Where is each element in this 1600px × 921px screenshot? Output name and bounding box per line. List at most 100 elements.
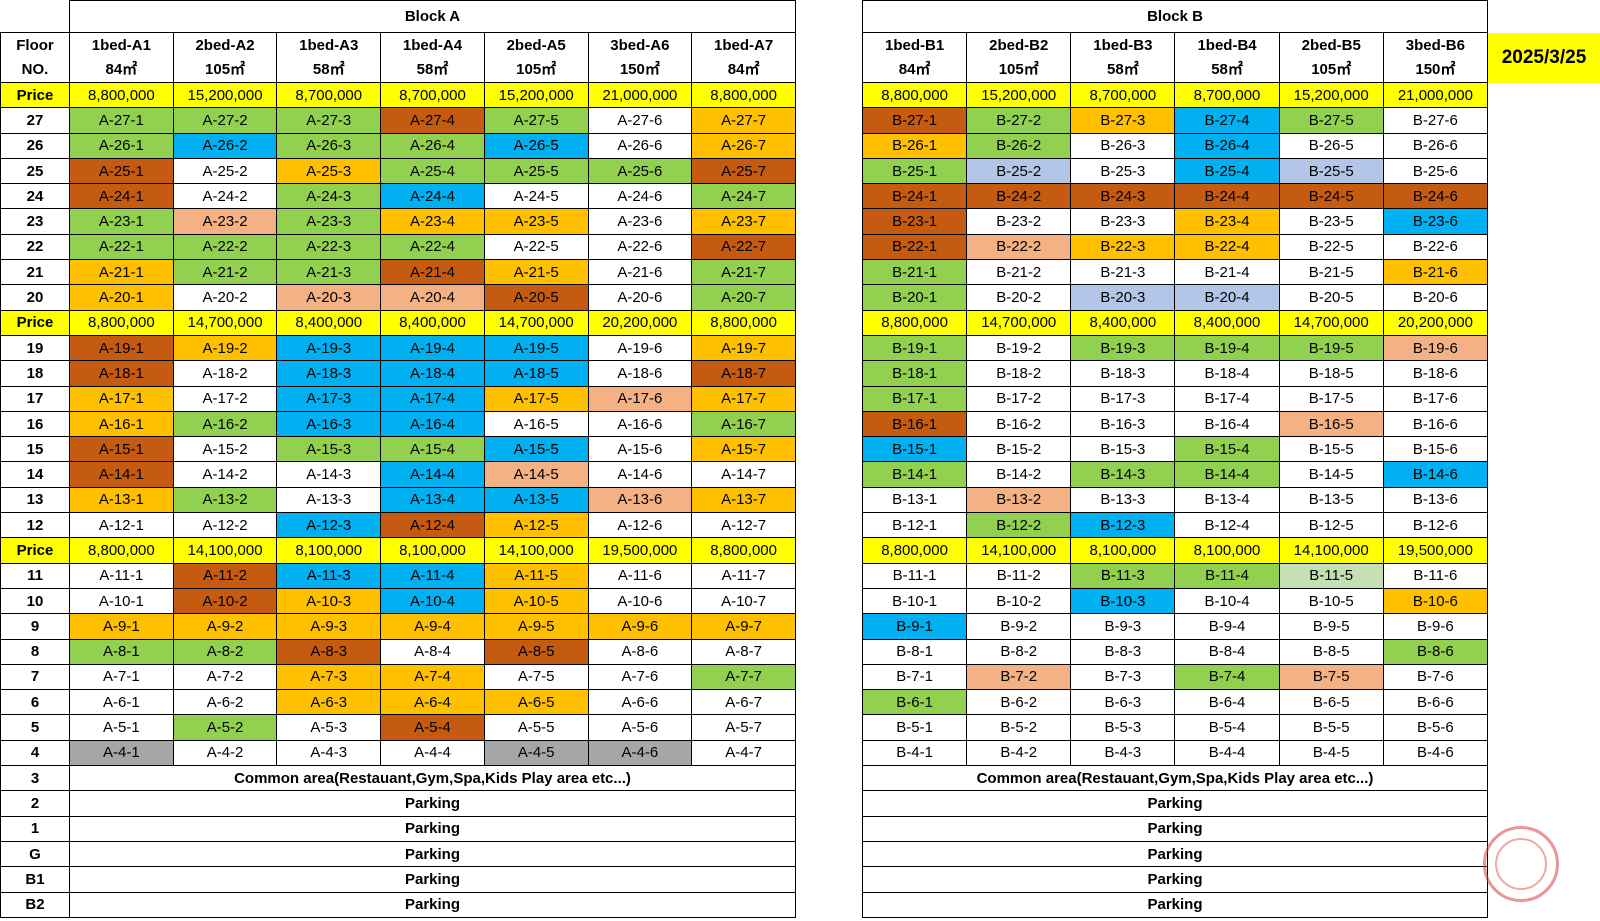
unit-cell[interactable]: A-22-3 — [276, 233, 382, 261]
unit-cell[interactable]: B-20-4 — [1174, 284, 1280, 311]
unit-cell[interactable]: A-20-7 — [691, 284, 796, 311]
unit-cell[interactable]: B-23-5 — [1278, 208, 1384, 235]
unit-cell[interactable]: B-22-5 — [1278, 233, 1384, 261]
unit-cell[interactable]: B-18-2 — [966, 360, 1072, 387]
unit-cell[interactable]: A-25-5 — [483, 157, 589, 185]
unit-cell[interactable]: B-26-4 — [1174, 132, 1280, 159]
unit-cell[interactable]: B-6-2 — [966, 689, 1072, 716]
unit-cell[interactable]: A-8-7 — [691, 638, 796, 665]
unit-cell[interactable]: A-16-3 — [276, 410, 382, 438]
unit-cell[interactable]: B-19-3 — [1070, 334, 1176, 362]
unit-cell[interactable]: A-11-6 — [587, 562, 693, 589]
unit-cell[interactable]: A-11-7 — [691, 562, 796, 589]
unit-cell[interactable]: A-13-2 — [172, 486, 278, 514]
unit-cell[interactable]: A-9-3 — [276, 613, 382, 640]
unit-cell[interactable]: B-19-2 — [966, 334, 1072, 362]
unit-cell[interactable]: A-26-6 — [587, 132, 693, 159]
unit-cell[interactable]: A-17-4 — [380, 385, 485, 412]
unit-cell[interactable]: B-15-5 — [1278, 436, 1384, 463]
unit-cell[interactable]: A-14-1 — [69, 461, 174, 488]
unit-cell[interactable]: A-24-5 — [483, 183, 589, 210]
unit-cell[interactable]: B-12-4 — [1174, 512, 1280, 539]
unit-cell[interactable]: B-25-6 — [1382, 157, 1488, 185]
unit-cell[interactable]: A-13-5 — [483, 486, 589, 514]
unit-cell[interactable]: A-9-2 — [172, 613, 278, 640]
unit-cell[interactable]: A-4-7 — [691, 739, 796, 767]
unit-cell[interactable]: A-8-5 — [483, 638, 589, 665]
unit-cell[interactable]: B-4-5 — [1278, 739, 1384, 767]
unit-cell[interactable]: A-20-5 — [483, 284, 589, 311]
unit-cell[interactable]: B-17-2 — [966, 385, 1072, 412]
unit-cell[interactable]: A-11-2 — [172, 562, 278, 589]
unit-cell[interactable]: B-13-4 — [1174, 486, 1280, 514]
unit-cell[interactable]: A-21-1 — [69, 259, 174, 286]
unit-cell[interactable]: B-26-5 — [1278, 132, 1384, 159]
unit-cell[interactable]: B-12-2 — [966, 512, 1072, 539]
unit-cell[interactable]: A-27-7 — [691, 107, 796, 134]
unit-cell[interactable]: A-4-3 — [276, 739, 382, 767]
unit-cell[interactable]: B-13-6 — [1382, 486, 1488, 514]
unit-cell[interactable]: B-5-4 — [1174, 714, 1280, 741]
unit-cell[interactable]: A-26-4 — [380, 132, 485, 159]
unit-cell[interactable]: A-14-6 — [587, 461, 693, 488]
unit-cell[interactable]: B-4-3 — [1070, 739, 1176, 767]
unit-cell[interactable]: A-5-7 — [691, 714, 796, 741]
unit-cell[interactable]: B-5-1 — [861, 714, 968, 741]
unit-cell[interactable]: B-12-1 — [861, 512, 968, 539]
unit-cell[interactable]: B-5-3 — [1070, 714, 1176, 741]
unit-cell[interactable]: B-20-6 — [1382, 284, 1488, 311]
unit-cell[interactable]: B-4-2 — [966, 739, 1072, 767]
unit-cell[interactable]: A-23-3 — [276, 208, 382, 235]
unit-cell[interactable]: A-9-1 — [69, 613, 174, 640]
unit-cell[interactable]: A-19-3 — [276, 334, 382, 362]
unit-cell[interactable]: B-19-6 — [1382, 334, 1488, 362]
unit-cell[interactable]: B-18-5 — [1278, 360, 1384, 387]
unit-cell[interactable]: A-15-1 — [69, 436, 174, 463]
unit-cell[interactable]: A-13-6 — [587, 486, 693, 514]
unit-cell[interactable]: A-24-3 — [276, 183, 382, 210]
unit-cell[interactable]: B-24-5 — [1278, 183, 1384, 210]
unit-cell[interactable]: A-21-2 — [172, 259, 278, 286]
unit-cell[interactable]: A-20-4 — [380, 284, 485, 311]
unit-cell[interactable]: A-6-7 — [691, 689, 796, 716]
unit-cell[interactable]: A-17-5 — [483, 385, 589, 412]
unit-cell[interactable]: B-13-5 — [1278, 486, 1384, 514]
unit-cell[interactable]: B-11-1 — [861, 562, 968, 589]
unit-cell[interactable]: A-9-4 — [380, 613, 485, 640]
unit-cell[interactable]: B-16-5 — [1278, 410, 1384, 438]
unit-cell[interactable]: B-22-1 — [861, 233, 968, 261]
unit-cell[interactable]: B-15-1 — [861, 436, 968, 463]
unit-cell[interactable]: A-25-2 — [172, 157, 278, 185]
unit-cell[interactable]: A-6-3 — [276, 689, 382, 716]
unit-cell[interactable]: B-23-4 — [1174, 208, 1280, 235]
unit-cell[interactable]: A-15-7 — [691, 436, 796, 463]
unit-cell[interactable]: A-10-1 — [69, 587, 174, 615]
unit-cell[interactable]: A-24-2 — [172, 183, 278, 210]
unit-cell[interactable]: A-8-4 — [380, 638, 485, 665]
unit-cell[interactable]: A-20-6 — [587, 284, 693, 311]
unit-cell[interactable]: A-17-3 — [276, 385, 382, 412]
unit-cell[interactable]: B-25-3 — [1070, 157, 1176, 185]
unit-cell[interactable]: B-11-3 — [1070, 562, 1176, 589]
unit-cell[interactable]: B-26-3 — [1070, 132, 1176, 159]
unit-cell[interactable]: A-8-2 — [172, 638, 278, 665]
unit-cell[interactable]: A-23-7 — [691, 208, 796, 235]
unit-cell[interactable]: A-15-4 — [380, 436, 485, 463]
unit-cell[interactable]: A-19-5 — [483, 334, 589, 362]
unit-cell[interactable]: A-18-6 — [587, 360, 693, 387]
unit-cell[interactable]: B-24-6 — [1382, 183, 1488, 210]
unit-cell[interactable]: A-14-5 — [483, 461, 589, 488]
unit-cell[interactable]: B-7-1 — [861, 663, 968, 691]
unit-cell[interactable]: B-13-1 — [861, 486, 968, 514]
unit-cell[interactable]: A-12-4 — [380, 512, 485, 539]
unit-cell[interactable]: A-16-6 — [587, 410, 693, 438]
unit-cell[interactable]: B-6-3 — [1070, 689, 1176, 716]
unit-cell[interactable]: A-4-4 — [380, 739, 485, 767]
unit-cell[interactable]: B-23-2 — [966, 208, 1072, 235]
unit-cell[interactable]: A-8-6 — [587, 638, 693, 665]
unit-cell[interactable]: B-16-2 — [966, 410, 1072, 438]
unit-cell[interactable]: A-24-6 — [587, 183, 693, 210]
unit-cell[interactable]: B-14-5 — [1278, 461, 1384, 488]
unit-cell[interactable]: B-11-5 — [1278, 562, 1384, 589]
unit-cell[interactable]: A-12-6 — [587, 512, 693, 539]
